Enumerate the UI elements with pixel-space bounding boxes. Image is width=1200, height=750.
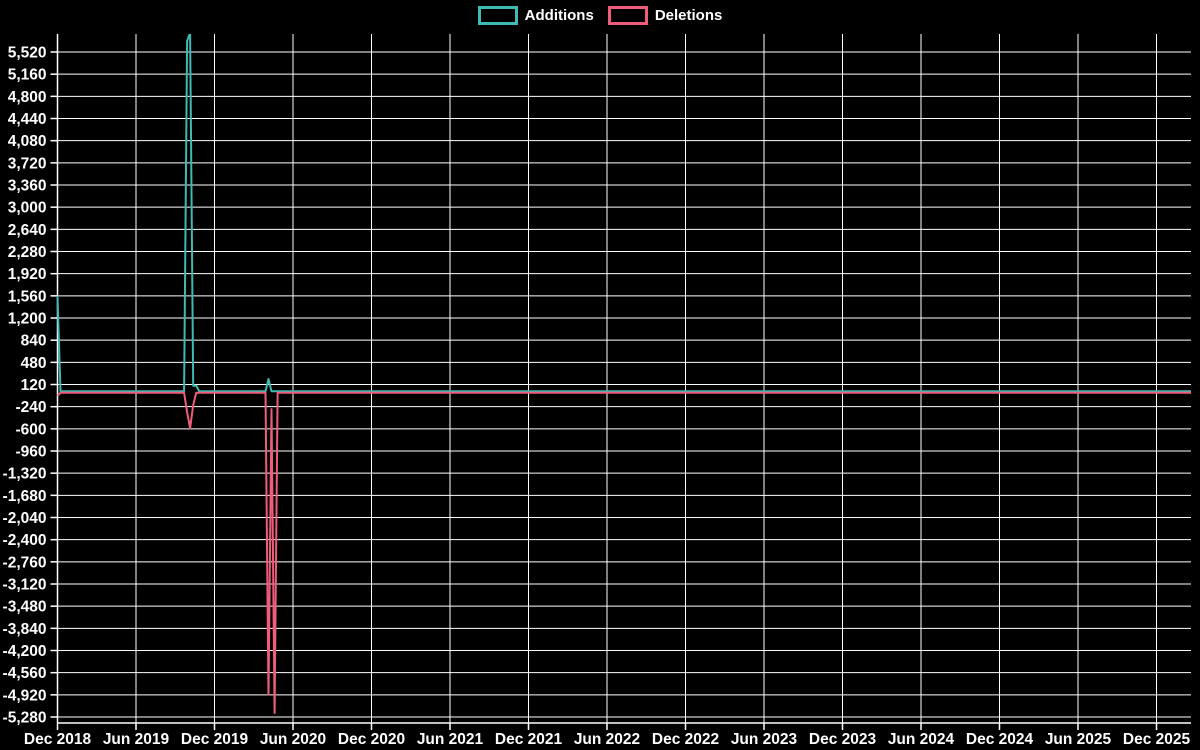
y-axis-tick-marks bbox=[50, 51, 58, 718]
y-tick-label: 3,000 bbox=[8, 200, 47, 217]
x-tick-label: Jun 2021 bbox=[417, 731, 484, 748]
y-tick-label: -5,280 bbox=[3, 710, 47, 727]
y-tick-label: -3,840 bbox=[3, 621, 47, 638]
legend-label-additions: Additions bbox=[524, 7, 594, 24]
series-line-deletions bbox=[56, 391, 1191, 714]
x-tick-label: Dec 2025 bbox=[1123, 731, 1191, 748]
y-tick-label: 4,800 bbox=[8, 89, 47, 106]
x-tick-label: Jun 2023 bbox=[731, 731, 798, 748]
y-tick-label: -2,040 bbox=[3, 510, 47, 527]
y-tick-label: -600 bbox=[15, 421, 46, 438]
y-tick-label: 1,560 bbox=[8, 288, 47, 305]
horizontal-gridlines bbox=[57, 51, 1191, 718]
y-tick-label: -4,920 bbox=[3, 687, 47, 704]
series-line-additions bbox=[56, 34, 1191, 393]
x-tick-label: Dec 2023 bbox=[809, 731, 877, 748]
legend-item-additions[interactable]: Additions bbox=[477, 6, 594, 25]
y-tick-label: -4,560 bbox=[3, 665, 47, 682]
x-tick-label: Jun 2025 bbox=[1045, 731, 1112, 748]
y-tick-label: 2,640 bbox=[8, 222, 47, 239]
x-tick-label: Dec 2021 bbox=[495, 731, 563, 748]
y-tick-label: 4,080 bbox=[8, 133, 47, 150]
x-tick-label: Dec 2020 bbox=[338, 731, 405, 748]
legend-item-deletions[interactable]: Deletions bbox=[607, 6, 723, 25]
y-tick-label: 4,440 bbox=[8, 111, 47, 128]
y-tick-label: -240 bbox=[15, 399, 46, 416]
x-axis-tick-marks bbox=[56, 723, 1158, 730]
y-tick-label: 1,920 bbox=[8, 266, 47, 283]
y-tick-label: 1,200 bbox=[8, 311, 47, 328]
x-tick-label: Dec 2018 bbox=[24, 731, 92, 748]
y-tick-label: -1,680 bbox=[3, 488, 47, 505]
x-tick-label: Jun 2019 bbox=[103, 731, 170, 748]
y-tick-label: -3,480 bbox=[3, 599, 47, 616]
y-tick-label: 3,720 bbox=[8, 155, 47, 172]
y-tick-label: -1,320 bbox=[3, 466, 47, 483]
y-tick-label: 5,520 bbox=[8, 45, 47, 62]
x-tick-label: Jun 2024 bbox=[888, 731, 955, 748]
y-tick-label: 2,280 bbox=[8, 244, 47, 261]
series-lines bbox=[56, 34, 1191, 714]
x-tick-label: Jun 2022 bbox=[574, 731, 640, 748]
y-tick-label: -3,120 bbox=[3, 577, 47, 594]
chart-legend: Additions Deletions bbox=[0, 6, 1200, 25]
additions-swatch-icon bbox=[477, 6, 518, 25]
y-tick-label: -2,400 bbox=[3, 532, 47, 549]
x-tick-label: Dec 2022 bbox=[652, 731, 719, 748]
y-axis-labels: 5,520 5,160 4,800 4,440 4,080 3,720 3,360 3,000… bbox=[3, 45, 47, 727]
x-tick-label: Dec 2019 bbox=[181, 731, 249, 748]
y-tick-label: 840 bbox=[21, 333, 47, 350]
y-tick-label: 120 bbox=[21, 377, 47, 394]
y-tick-label: 5,160 bbox=[8, 67, 47, 84]
y-tick-label: -2,760 bbox=[3, 554, 47, 571]
y-tick-label: 480 bbox=[21, 355, 47, 372]
y-tick-label: 3,360 bbox=[8, 178, 47, 195]
x-tick-label: Jun 2020 bbox=[260, 731, 326, 748]
x-axis-labels: Dec 2018 Jun 2019 Dec 2019 Jun 2020 Dec 2020… bbox=[24, 731, 1191, 748]
x-tick-label: Dec 2024 bbox=[966, 731, 1034, 748]
y-tick-label: -4,200 bbox=[3, 643, 47, 660]
vertical-gridlines bbox=[57, 34, 1157, 723]
deletions-swatch-icon bbox=[607, 6, 648, 25]
y-tick-label: -960 bbox=[15, 444, 46, 461]
legend-label-deletions: Deletions bbox=[654, 7, 723, 24]
